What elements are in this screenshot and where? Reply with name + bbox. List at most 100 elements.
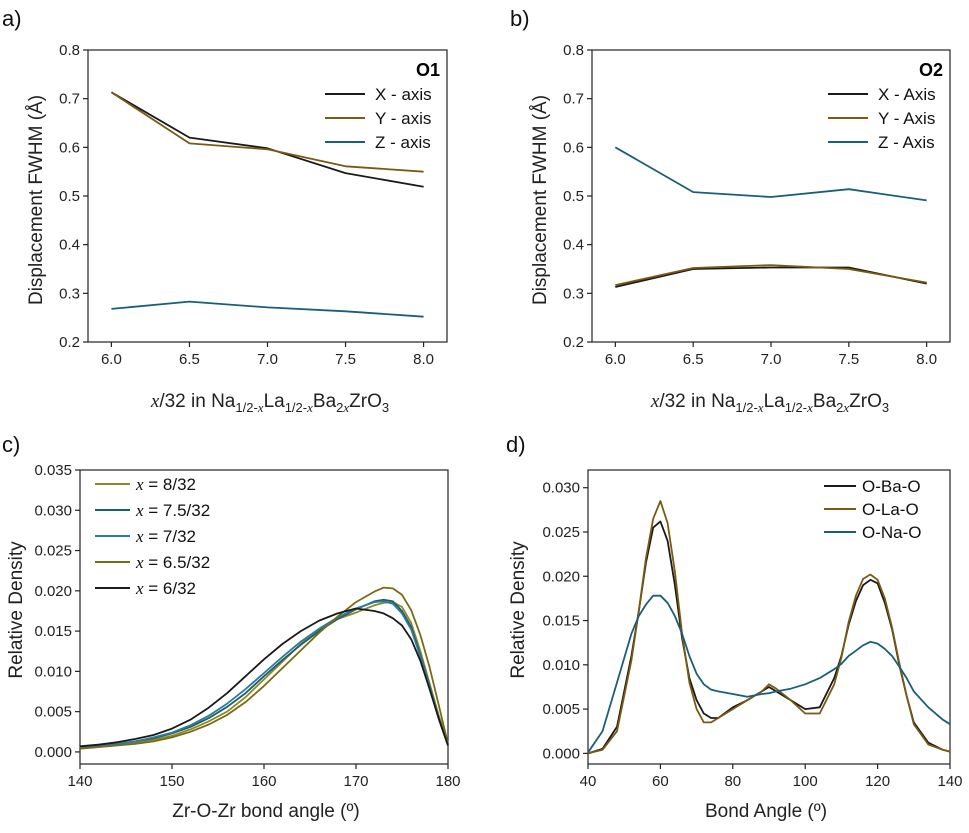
x-tick-label: 140 bbox=[937, 773, 962, 790]
legend-var: x bbox=[135, 553, 144, 572]
panel-label-a: a) bbox=[2, 6, 22, 31]
series-line bbox=[111, 300, 424, 318]
legend-title: O1 bbox=[416, 60, 440, 80]
x-axis-label-sub-var: x bbox=[757, 400, 764, 415]
legend-value: = 6.5/32 bbox=[144, 553, 211, 572]
x-axis-label-text: /32 in Na bbox=[159, 391, 235, 412]
x-axis-label-sub: 1/2- bbox=[735, 400, 757, 415]
x-tick-label: 40 bbox=[580, 773, 597, 790]
x-tick-label: 6.5 bbox=[683, 351, 704, 368]
legend-label: x = 7/32 bbox=[135, 527, 196, 546]
series-line bbox=[615, 266, 927, 288]
legend-label: O-Ba-O bbox=[862, 477, 921, 496]
x-tick-label: 8.0 bbox=[413, 351, 434, 368]
x-tick-label: 120 bbox=[865, 773, 890, 790]
series-line bbox=[587, 594, 951, 754]
x-axis-label-text: La bbox=[764, 391, 786, 412]
x-tick-label: 160 bbox=[251, 773, 276, 790]
x-axis-label-text: Ba bbox=[313, 391, 337, 412]
panel-b: b) Displacement FWHM (Å) x/32 in Na1/2-x… bbox=[510, 6, 951, 415]
x-tick-label: 7.5 bbox=[838, 351, 859, 368]
plot-frame bbox=[587, 469, 951, 765]
x-tick-label: 170 bbox=[343, 773, 368, 790]
y-tick-label: 0.4 bbox=[563, 237, 584, 254]
legend-title: O2 bbox=[919, 60, 943, 80]
x-tick-label: 7.0 bbox=[257, 351, 278, 368]
x-axis-label-var: x bbox=[150, 391, 160, 412]
legend-label: Z - Axis bbox=[878, 133, 935, 152]
x-axis-label-sub-var: x bbox=[806, 400, 813, 415]
legend-value: = 6/32 bbox=[144, 579, 196, 598]
panel-label-b: b) bbox=[510, 6, 530, 31]
y-axis-label-d: Relative Density bbox=[508, 541, 529, 679]
legend-label: x = 7.5/32 bbox=[135, 501, 210, 520]
x-tick-label: 7.0 bbox=[761, 351, 782, 368]
y-tick-label: 0.2 bbox=[59, 334, 80, 351]
series-line bbox=[614, 146, 927, 202]
x-tick-label: 7.5 bbox=[335, 351, 356, 368]
legend-label: Y - Axis bbox=[878, 109, 935, 128]
x-axis-label-sub-var: x bbox=[306, 400, 313, 415]
legend-label: Y - axis bbox=[375, 109, 431, 128]
legend-var: x bbox=[135, 579, 144, 598]
y-tick-label: 0.6 bbox=[563, 139, 584, 156]
legend-value: = 7.5/32 bbox=[144, 501, 211, 520]
x-axis-label-text: Ba bbox=[813, 391, 837, 412]
y-axis-label-a: Displacement FWHM (Å) bbox=[26, 95, 47, 305]
y-tick-label: 0.2 bbox=[563, 334, 584, 351]
panel-label-c: c) bbox=[2, 432, 20, 457]
x-axis-label-c: Zr-O-Zr bond angle (º) bbox=[172, 801, 360, 822]
y-tick-label: 0.5 bbox=[59, 188, 80, 205]
y-tick-label: 0.025 bbox=[34, 543, 72, 560]
y-tick-label: 0.6 bbox=[59, 139, 80, 156]
x-tick-label: 6.0 bbox=[101, 351, 122, 368]
x-axis-label-text: La bbox=[264, 391, 286, 412]
x-axis-label-text: /32 in Na bbox=[659, 391, 735, 412]
panel-a: a) Displacement FWHM (Å) x/32 in Na1/2-x… bbox=[2, 6, 448, 415]
x-tick-label: 80 bbox=[724, 773, 741, 790]
x-tick-label: 6.5 bbox=[179, 351, 200, 368]
y-tick-label: 0.7 bbox=[59, 91, 80, 108]
series-line bbox=[110, 91, 424, 188]
y-tick-label: 0.3 bbox=[563, 285, 584, 302]
y-tick-label: 0.030 bbox=[34, 502, 72, 519]
y-tick-label: 0.015 bbox=[34, 623, 72, 640]
series-line bbox=[110, 91, 424, 173]
y-tick-label: 0.8 bbox=[563, 42, 584, 59]
series-line bbox=[79, 586, 449, 750]
x-axis-label-a: x/32 in Na1/2-xLa1/2-xBa2xZrO3 bbox=[150, 391, 389, 415]
y-tick-label: 0.020 bbox=[34, 583, 72, 600]
y-tick-label: 0.7 bbox=[563, 91, 584, 108]
panel-d: d) Relative Density Bond Angle (º) 40 60 8… bbox=[506, 432, 963, 822]
x-axis-label-sub: 1/2- bbox=[785, 400, 807, 415]
y-tick-label: 0.030 bbox=[542, 480, 580, 497]
y-tick-label: 0.015 bbox=[542, 613, 580, 630]
y-axis-label-c: Relative Density bbox=[6, 541, 27, 679]
x-axis-label-sub: 1/2- bbox=[235, 400, 257, 415]
x-tick-label: 180 bbox=[435, 773, 460, 790]
y-axis-label-b: Displacement FWHM (Å) bbox=[530, 95, 551, 305]
x-tick-label: 150 bbox=[159, 773, 184, 790]
y-tick-label: 0.000 bbox=[34, 744, 72, 761]
series-line bbox=[587, 520, 951, 755]
legend-value: = 7/32 bbox=[144, 527, 196, 546]
y-tick-label: 0.020 bbox=[542, 568, 580, 585]
legend-label: x = 8/32 bbox=[135, 475, 196, 494]
x-axis-label-sub: 3 bbox=[382, 400, 389, 415]
legend-label: X - Axis bbox=[878, 85, 936, 104]
y-tick-label: 0.5 bbox=[563, 188, 584, 205]
series-line bbox=[79, 600, 449, 748]
x-tick-label: 60 bbox=[652, 773, 669, 790]
x-axis-label-sub: 1/2- bbox=[285, 400, 307, 415]
y-tick-label: 0.005 bbox=[542, 701, 580, 718]
x-axis-label-b: x/32 in Na1/2-xLa1/2-xBa2xZrO3 bbox=[650, 391, 889, 415]
legend-var: x bbox=[135, 475, 144, 494]
panel-label-d: d) bbox=[506, 432, 526, 457]
x-axis-label-sub-var: x bbox=[257, 400, 264, 415]
x-tick-label: 140 bbox=[67, 773, 92, 790]
y-tick-label: 0.4 bbox=[59, 237, 80, 254]
x-axis-label-sub: 2 bbox=[336, 400, 343, 415]
y-tick-label: 0.035 bbox=[34, 462, 72, 479]
panel-c: c) Relative Density Zr-O-Zr bond angle (… bbox=[2, 432, 461, 822]
y-tick-label: 0.010 bbox=[542, 657, 580, 674]
